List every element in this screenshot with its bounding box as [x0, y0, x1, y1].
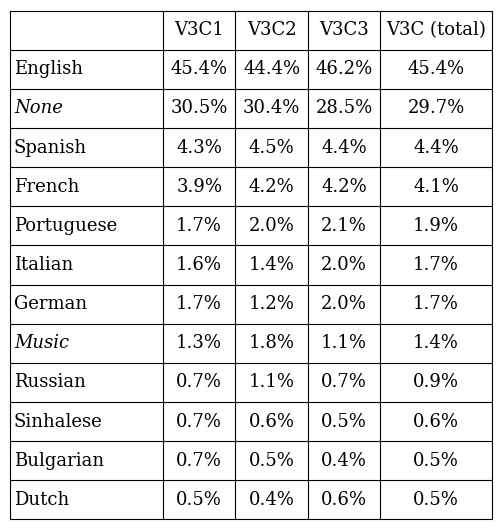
- Text: 0.4%: 0.4%: [248, 491, 294, 509]
- Text: 29.7%: 29.7%: [407, 100, 464, 118]
- Text: 0.6%: 0.6%: [248, 412, 294, 430]
- Text: Bulgarian: Bulgarian: [14, 452, 104, 470]
- Text: Italian: Italian: [14, 256, 73, 274]
- Text: English: English: [14, 60, 83, 78]
- Text: None: None: [14, 100, 63, 118]
- Text: 4.5%: 4.5%: [248, 138, 294, 156]
- Text: 45.4%: 45.4%: [407, 60, 464, 78]
- Text: 45.4%: 45.4%: [170, 60, 227, 78]
- Text: 46.2%: 46.2%: [315, 60, 372, 78]
- Text: 0.5%: 0.5%: [412, 452, 458, 470]
- Text: 1.1%: 1.1%: [248, 374, 294, 392]
- Text: 0.5%: 0.5%: [412, 491, 458, 509]
- Text: 0.7%: 0.7%: [176, 452, 221, 470]
- Text: 0.6%: 0.6%: [321, 491, 366, 509]
- Text: 0.6%: 0.6%: [412, 412, 458, 430]
- Text: 1.2%: 1.2%: [248, 295, 294, 313]
- Text: Sinhalese: Sinhalese: [14, 412, 102, 430]
- Text: French: French: [14, 178, 79, 196]
- Text: V3C2: V3C2: [246, 21, 296, 39]
- Text: 4.2%: 4.2%: [321, 178, 366, 196]
- Text: V3C3: V3C3: [319, 21, 368, 39]
- Text: 1.7%: 1.7%: [412, 295, 458, 313]
- Text: 0.9%: 0.9%: [412, 374, 458, 392]
- Text: 0.4%: 0.4%: [321, 452, 366, 470]
- Text: 1.7%: 1.7%: [176, 217, 221, 235]
- Text: 1.3%: 1.3%: [176, 334, 221, 352]
- Text: 0.7%: 0.7%: [321, 374, 366, 392]
- Text: 3.9%: 3.9%: [176, 178, 221, 196]
- Text: 0.5%: 0.5%: [321, 412, 366, 430]
- Text: Spanish: Spanish: [14, 138, 87, 156]
- Text: 4.4%: 4.4%: [412, 138, 458, 156]
- Text: 0.7%: 0.7%: [176, 374, 221, 392]
- Text: 0.5%: 0.5%: [176, 491, 221, 509]
- Text: Dutch: Dutch: [14, 491, 69, 509]
- Text: Portuguese: Portuguese: [14, 217, 117, 235]
- Text: 30.4%: 30.4%: [242, 100, 300, 118]
- Text: 44.4%: 44.4%: [242, 60, 300, 78]
- Text: 4.4%: 4.4%: [321, 138, 366, 156]
- Text: 1.7%: 1.7%: [176, 295, 221, 313]
- Text: 4.1%: 4.1%: [412, 178, 458, 196]
- Text: 1.7%: 1.7%: [412, 256, 458, 274]
- Text: V3C1: V3C1: [174, 21, 223, 39]
- Text: 2.0%: 2.0%: [321, 256, 366, 274]
- Text: Russian: Russian: [14, 374, 86, 392]
- Text: German: German: [14, 295, 87, 313]
- Text: 4.2%: 4.2%: [248, 178, 294, 196]
- Text: 0.5%: 0.5%: [248, 452, 294, 470]
- Text: 1.4%: 1.4%: [248, 256, 294, 274]
- Text: 2.0%: 2.0%: [248, 217, 294, 235]
- Text: 1.6%: 1.6%: [176, 256, 221, 274]
- Text: 0.7%: 0.7%: [176, 412, 221, 430]
- Text: 2.1%: 2.1%: [321, 217, 366, 235]
- Text: 2.0%: 2.0%: [321, 295, 366, 313]
- Text: 1.1%: 1.1%: [321, 334, 366, 352]
- Text: 4.3%: 4.3%: [176, 138, 221, 156]
- Text: 1.9%: 1.9%: [412, 217, 458, 235]
- Text: 30.5%: 30.5%: [170, 100, 227, 118]
- Text: 1.4%: 1.4%: [412, 334, 458, 352]
- Text: Music: Music: [14, 334, 69, 352]
- Text: 28.5%: 28.5%: [315, 100, 372, 118]
- Text: V3C (total): V3C (total): [385, 21, 485, 39]
- Text: 1.8%: 1.8%: [248, 334, 294, 352]
